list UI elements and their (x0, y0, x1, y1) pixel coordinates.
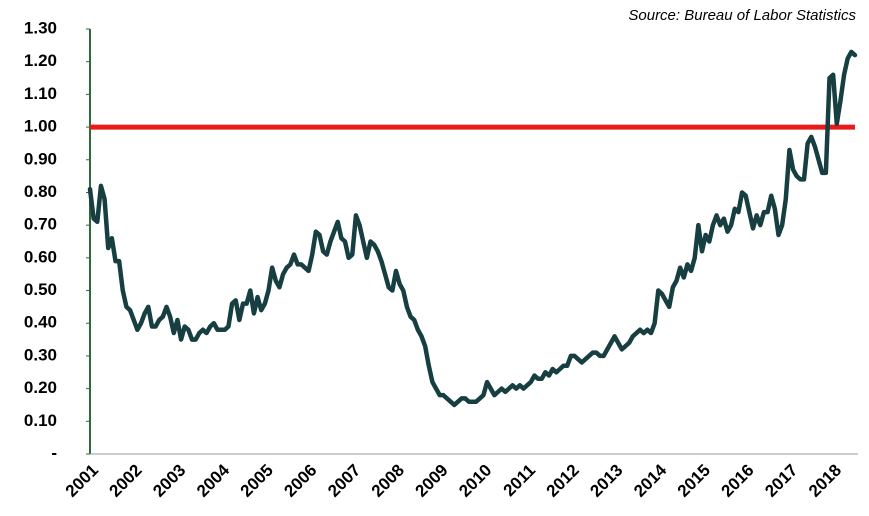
y-tick-label: 1.00 (24, 117, 57, 136)
source-note: Source: Bureau of Labor Statistics (628, 7, 856, 24)
x-tick-label: 2008 (368, 461, 408, 501)
y-tick-label: 0.50 (24, 280, 57, 299)
x-tick-label: 2011 (500, 461, 540, 501)
x-tick-label: 2004 (193, 460, 234, 501)
x-tick-label: 2013 (586, 461, 626, 501)
y-tick-label: 0.10 (24, 411, 57, 430)
y-tick-label: 1.20 (24, 51, 57, 70)
y-tick-label: 0.80 (24, 182, 57, 201)
y-tick-label: 0.30 (24, 345, 57, 364)
x-tick-label: 2015 (674, 461, 714, 501)
x-tick-label: 2012 (543, 461, 583, 501)
x-tick-label: 2014 (630, 460, 671, 501)
y-tick-label: 0.60 (24, 247, 57, 266)
y-tick-label: 1.30 (24, 18, 57, 37)
x-tick-label: 2003 (149, 461, 189, 501)
y-tick-label: 0.90 (24, 149, 57, 168)
y-tick-label: - (51, 443, 57, 462)
x-tick-label: 2002 (106, 461, 146, 501)
y-tick-label: 1.10 (24, 84, 57, 103)
y-tick-label: 0.20 (24, 378, 57, 397)
y-tick-label: 0.40 (24, 313, 57, 332)
x-tick-label: 2001 (62, 461, 102, 501)
x-tick-label: 2017 (761, 461, 801, 501)
y-tick-label: 0.70 (24, 215, 57, 234)
x-tick-label: 2009 (412, 461, 452, 501)
x-tick-label: 2010 (455, 461, 495, 501)
x-tick-label: 2018 (805, 461, 845, 501)
x-tick-label: 2016 (718, 461, 758, 501)
x-tick-label: 2005 (237, 461, 277, 501)
series-line (87, 49, 858, 408)
x-tick-label: 2007 (324, 461, 364, 501)
x-tick-label: 2006 (280, 461, 320, 501)
